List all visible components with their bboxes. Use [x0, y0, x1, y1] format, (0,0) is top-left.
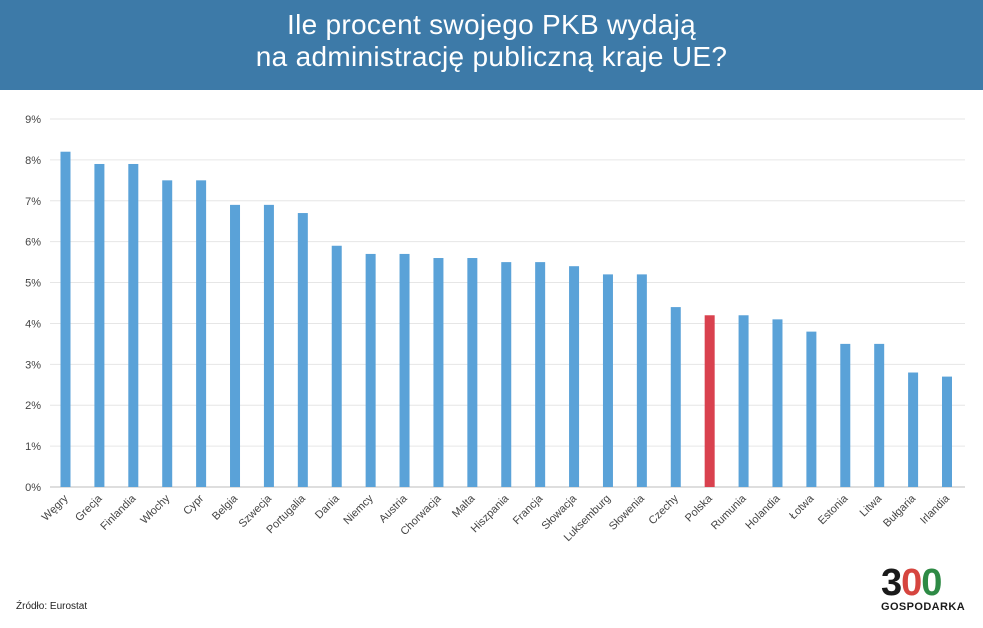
- x-tick-label: Litwa: [858, 492, 885, 519]
- y-tick-label: 2%: [25, 400, 41, 412]
- x-tick-label: Niemcy: [341, 492, 376, 527]
- x-tick-label: Włochy: [138, 492, 172, 526]
- x-tick-label: Cypr: [181, 492, 206, 517]
- bar: [874, 343, 885, 487]
- x-tick-label: Słowenia: [607, 492, 648, 533]
- bar: [840, 343, 851, 487]
- y-tick-label: 0%: [25, 482, 41, 494]
- chart-title-line-1: Ile procent swojego PKB wydają: [287, 9, 696, 40]
- x-tick-label: Belgia: [210, 492, 241, 523]
- bar: [535, 262, 546, 487]
- y-tick-label: 1%: [25, 441, 41, 453]
- bar: [569, 266, 580, 487]
- chart-title-line-2: na administrację publiczną kraje UE?: [255, 41, 728, 72]
- x-tick-label: Czechy: [646, 492, 681, 527]
- x-tick-label: Irlandia: [918, 492, 953, 527]
- bar: [60, 151, 71, 487]
- y-tick-label: 9%: [25, 114, 41, 126]
- bar-highlight: [704, 315, 715, 487]
- x-tick-label: Malta: [450, 492, 478, 520]
- x-tick-label: Austria: [377, 492, 410, 525]
- y-tick-label: 8%: [25, 155, 41, 167]
- bar: [806, 331, 817, 487]
- title-banner: Ile procent swojego PKB wydają na admini…: [0, 0, 983, 90]
- bar: [467, 258, 478, 487]
- x-tick-label: Polska: [683, 492, 715, 524]
- source-note: Źródło: Eurostat: [16, 601, 88, 612]
- x-tick-label: Bułgaria: [881, 492, 919, 530]
- x-tick-label: Estonia: [816, 492, 851, 527]
- bar: [501, 262, 512, 487]
- y-tick-label: 7%: [25, 196, 41, 208]
- bar: [433, 258, 444, 487]
- x-tick-label: Węgry: [40, 492, 71, 523]
- bar: [602, 274, 613, 487]
- bar: [94, 163, 105, 487]
- x-tick-label: Dania: [313, 492, 342, 521]
- logo-text: GOSPODARKA: [881, 601, 966, 613]
- logo-digit-0-red: 0: [901, 562, 922, 604]
- logo: 300 GOSPODARKA: [881, 562, 969, 615]
- bar: [908, 372, 919, 487]
- x-tick-label: Grecja: [73, 492, 105, 524]
- bar: [636, 274, 647, 487]
- y-tick-label: 6%: [25, 237, 41, 249]
- y-tick-label: 4%: [25, 318, 41, 330]
- logo-digit-0-green: 0: [921, 562, 942, 604]
- bar: [942, 376, 952, 487]
- x-tick-label: Hiszpania: [469, 492, 512, 535]
- x-tick-label: Rumunia: [709, 492, 749, 532]
- bar: [263, 204, 274, 487]
- bar: [162, 180, 173, 487]
- bar: [399, 253, 410, 487]
- y-tick-label: 3%: [25, 359, 41, 371]
- bar: [297, 213, 308, 487]
- bar: [230, 204, 241, 487]
- logo-number: 300: [881, 562, 969, 604]
- logo-digit-3: 3: [881, 562, 902, 604]
- bar: [331, 245, 342, 487]
- bar: [365, 253, 376, 487]
- x-tick-label: Holandia: [743, 492, 783, 532]
- bar: [196, 180, 207, 487]
- bar: [772, 319, 783, 487]
- bar-chart: 0% 1% 2% 3% 4% 5% 6% 7% 8% 9% Węgry GrecjaFinlandia…: [25, 114, 965, 544]
- x-tick-label: Łotwa: [787, 492, 817, 522]
- bar: [738, 315, 749, 487]
- y-tick-label: 5%: [25, 278, 41, 290]
- bar: [128, 163, 139, 487]
- x-tick-label: Finlandia: [98, 492, 139, 533]
- bar: [670, 307, 681, 487]
